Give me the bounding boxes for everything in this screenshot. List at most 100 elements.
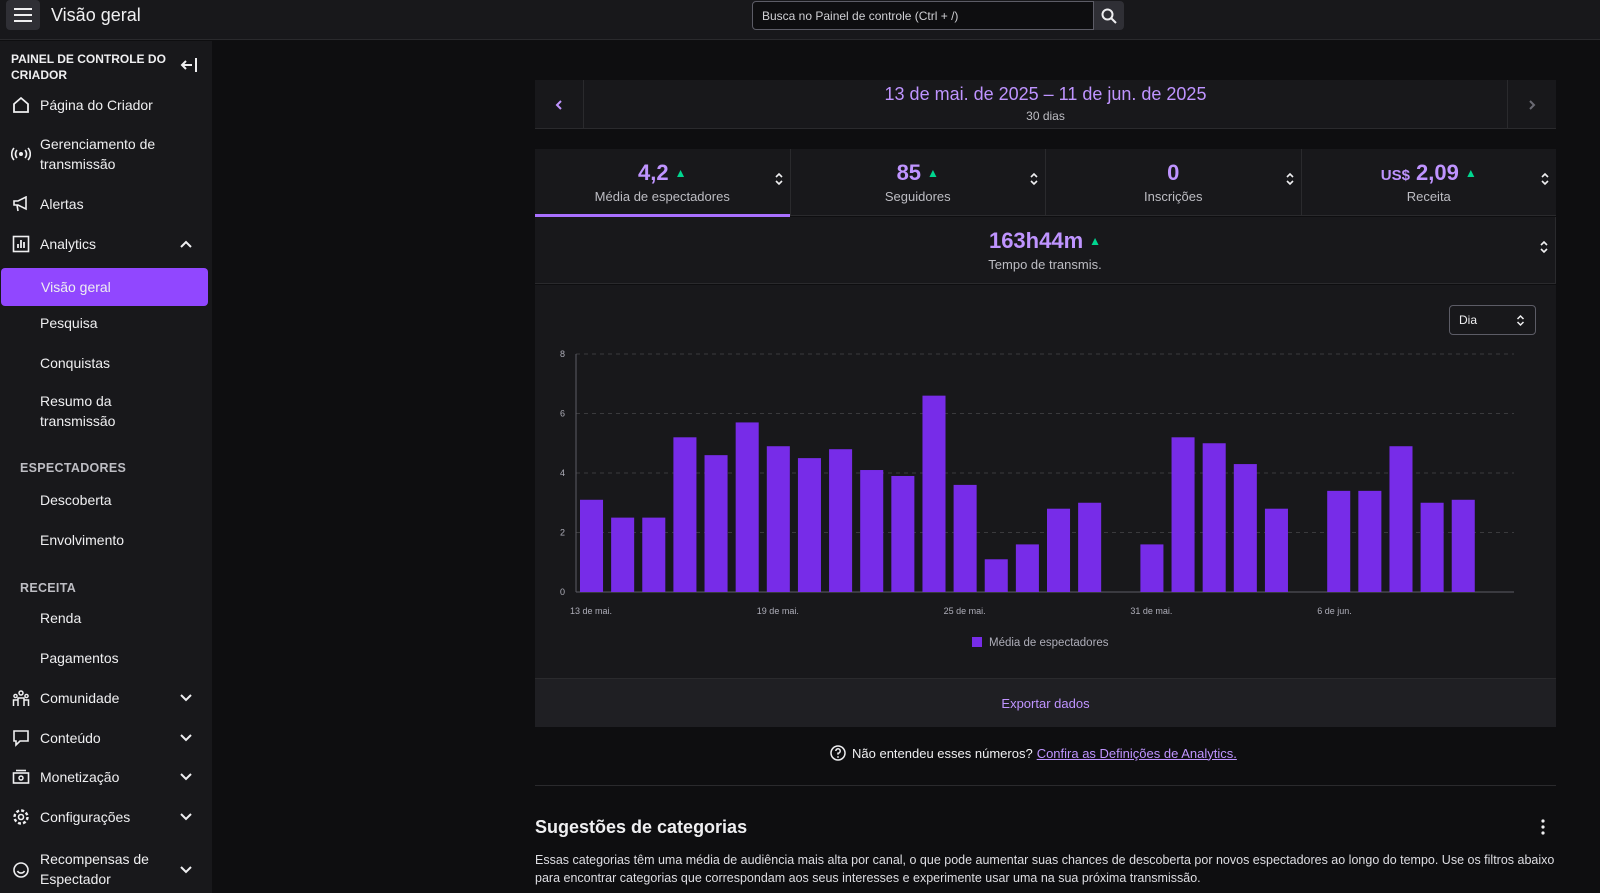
chart-bar (1140, 544, 1164, 592)
search-icon (1101, 8, 1117, 24)
sidebar-title: PAINEL DE CONTROLE DO CRIADOR (11, 52, 166, 82)
legend-swatch (972, 637, 982, 647)
metric-value: 4,2 (638, 160, 669, 185)
chart-bar (1171, 437, 1195, 592)
date-range-label[interactable]: 13 de mai. de 2025 – 11 de jun. de 2025 (884, 84, 1207, 104)
y-tick-label: 0 (560, 587, 565, 597)
sidebar-item-viewer-rewards[interactable]: Recompensas de Espectador (0, 851, 212, 887)
sidebar-item-discovery[interactable]: Descoberta (0, 489, 212, 511)
chart-bar (797, 458, 821, 592)
sidebar-item-label: Gerenciamento de transmissão (40, 136, 156, 172)
metric-label: Média de espectadores (594, 189, 730, 204)
sidebar-item-label: Página do Criador (40, 97, 153, 113)
sidebar-item-search[interactable]: Pesquisa (0, 312, 212, 334)
analytics-definitions-link[interactable]: Confira as Definições de Analytics. (1036, 745, 1237, 761)
sidebar-item-stream-summary[interactable]: Resumo da transmissão (0, 390, 212, 432)
chart-bar (860, 470, 884, 592)
metric-followers[interactable]: 85 ▲ Seguidores (791, 149, 1046, 216)
more-options-button[interactable] (1537, 818, 1549, 836)
sidebar-item-label: Analytics (40, 236, 97, 252)
metric-subscriptions[interactable]: 0 Inscrições (1046, 149, 1302, 216)
gear-icon (11, 807, 31, 827)
chevron-right-icon (1529, 99, 1536, 110)
metric-label: Receita (1406, 189, 1451, 204)
top-bar: Visão geral (0, 0, 1600, 40)
sidebar-item-content[interactable]: Conteúdo (0, 727, 212, 749)
sidebar-item-engagement[interactable]: Envolvimento (0, 529, 212, 551)
chart-bar (1358, 490, 1382, 592)
home-icon (11, 95, 31, 115)
sidebar-item-creator-page[interactable]: Página do Criador (0, 94, 212, 116)
sidebar-item-stream-manager[interactable]: Gerenciamento de transmissão (0, 133, 212, 175)
chart-panel: Dia 0 2 4 6 8 13 de mai. 19 de mai. 25 de mai. 3… (535, 285, 1556, 678)
sidebar-item-settings[interactable]: Configurações (0, 806, 212, 828)
y-tick-label: 8 (560, 349, 565, 359)
metric-label: Tempo de transmis. (988, 257, 1102, 272)
sidebar-item-label: Monetização (40, 769, 120, 785)
metrics-row: 4,2 ▲ Média de espectadores 85 ▲ Seguidore… (535, 149, 1557, 217)
sidebar-item-label: Renda (40, 610, 82, 626)
help-line: Não entendeu esses números? Confira as D… (830, 745, 1237, 761)
chevron-down-icon (180, 694, 192, 702)
search-button[interactable] (1094, 1, 1124, 30)
monetization-icon (11, 767, 31, 787)
sidebar-item-monetization[interactable]: Monetização (0, 766, 212, 788)
x-tick-label: 25 de mai. (944, 606, 986, 616)
page-title: Visão geral (51, 5, 141, 25)
sidebar-item-analytics[interactable]: Analytics (0, 233, 212, 255)
metric-avg-viewers[interactable]: 4,2 ▲ Média de espectadores (535, 149, 791, 217)
suggestions-description: Essas categorias têm uma média de audiên… (535, 853, 1555, 885)
collapse-sidebar-button[interactable] (180, 57, 200, 75)
sidebar-item-label: Descoberta (40, 492, 112, 508)
sidebar-item-payments[interactable]: Pagamentos (0, 647, 212, 669)
metric-value: 163h44m (988, 228, 1084, 253)
chart-bar (1078, 502, 1102, 592)
metric-stream-time[interactable]: 163h44m ▲ Tempo de transmis. (535, 217, 1556, 284)
previous-period-button[interactable] (535, 80, 584, 129)
section-label-viewers: ESPECTADORES (20, 461, 127, 475)
select-arrows-icon (1516, 314, 1525, 327)
chart-bar (580, 499, 604, 592)
chart-bar (673, 437, 697, 592)
sidebar-item-alerts[interactable]: Alertas (0, 193, 212, 215)
sidebar-item-community[interactable]: Comunidade (0, 687, 212, 709)
rewards-icon (11, 860, 31, 880)
sidebar: PAINEL DE CONTROLE DO CRIADOR Página do … (0, 41, 212, 893)
chart-bar (766, 446, 790, 592)
export-data-button[interactable]: Exportar dados (1001, 695, 1090, 711)
y-tick-label: 6 (560, 409, 565, 419)
chevron-down-icon (180, 773, 192, 781)
metric-value: 0 (1167, 160, 1180, 185)
sort-icon (774, 172, 783, 186)
megaphone-icon (11, 194, 31, 214)
chart-bar (1389, 446, 1413, 592)
analytics-icon (11, 234, 31, 254)
sidebar-item-label: Alertas (40, 196, 84, 212)
next-period-button[interactable] (1507, 80, 1556, 129)
trend-up-icon: ▲ (1464, 166, 1477, 180)
sidebar-item-label: Conteúdo (40, 730, 101, 746)
chart-bar (953, 484, 977, 592)
broadcast-icon (11, 144, 31, 164)
sidebar-item-label: Recompensas de Espectador (40, 851, 149, 887)
chevron-up-icon (180, 240, 192, 248)
granularity-select[interactable]: Dia (1449, 305, 1536, 335)
sidebar-item-income[interactable]: Renda (0, 607, 212, 629)
sidebar-item-label: Envolvimento (40, 532, 125, 548)
chevron-down-icon (180, 734, 192, 742)
chart-bar (891, 475, 915, 592)
chart-bar (704, 455, 728, 592)
sort-icon (1540, 240, 1548, 254)
section-label-revenue: RECEITA (20, 581, 77, 595)
currency-label: US$ (1380, 167, 1410, 184)
sidebar-item-label: Configurações (40, 809, 131, 825)
sidebar-item-overview[interactable]: Visão geral (1, 268, 208, 306)
chart-bar (1047, 508, 1071, 592)
metric-revenue[interactable]: US$ 2,09 ▲ Receita (1302, 149, 1557, 216)
chart-bar (922, 395, 946, 592)
sidebar-item-label: Visão geral (41, 279, 111, 295)
hamburger-menu-button[interactable] (6, 0, 40, 30)
search-input[interactable] (752, 1, 1094, 30)
chart-bar (642, 517, 666, 592)
sidebar-item-achievements[interactable]: Conquistas (0, 352, 212, 374)
